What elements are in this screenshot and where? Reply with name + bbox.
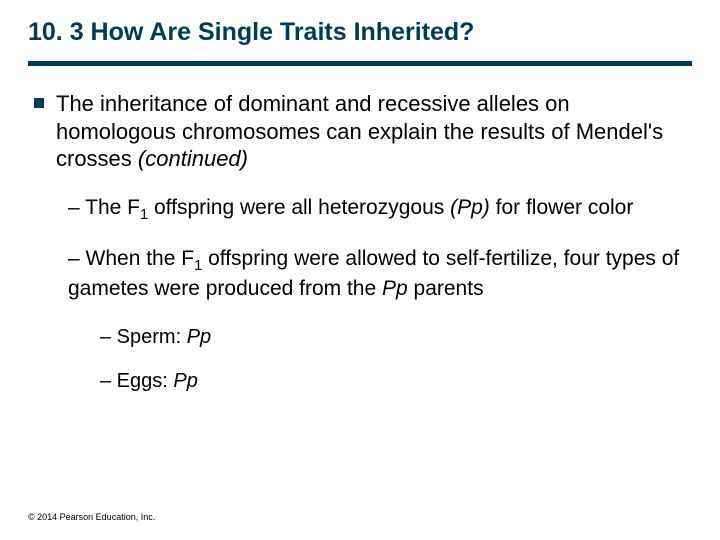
sub1a-italic: (Pp) [450, 196, 490, 219]
sub-point-2b: – Eggs: Pp [100, 368, 692, 394]
sub-point-1b: – When the F1 offspring were allowed to … [68, 246, 692, 302]
sub1b-subscript: 1 [194, 258, 202, 274]
sub1b-pre: – When the F [68, 247, 194, 270]
sub1a-pre: – The F [68, 196, 140, 219]
sub1a-mid: offspring were all heterozygous [148, 196, 450, 219]
main-bullet: The inheritance of dominant and recessiv… [34, 90, 692, 173]
sub1a-subscript: 1 [140, 207, 148, 223]
slide-container: 10. 3 How Are Single Traits Inherited? T… [0, 0, 720, 540]
sub1a-post: for flower color [490, 196, 634, 219]
sub2a-pre: – Sperm: [100, 326, 187, 348]
sub-point-2a: – Sperm: Pp [100, 324, 692, 350]
main-point-text: The inheritance of dominant and recessiv… [56, 90, 692, 173]
sub1b-italic: Pp [382, 277, 408, 300]
main-text-italic: (continued) [138, 146, 248, 171]
sub-point-1a: – The F1 offspring were all heterozygous… [68, 195, 692, 225]
copyright-text: © 2014 Pearson Education, Inc. [28, 512, 155, 522]
title-divider [28, 61, 692, 66]
sub1b-post: parents [408, 277, 484, 300]
square-bullet-icon [34, 98, 44, 108]
sub2b-pre: – Eggs: [100, 370, 173, 392]
sub2a-italic: Pp [187, 326, 211, 348]
slide-title: 10. 3 How Are Single Traits Inherited? [28, 18, 692, 47]
sub2b-italic: Pp [173, 370, 197, 392]
